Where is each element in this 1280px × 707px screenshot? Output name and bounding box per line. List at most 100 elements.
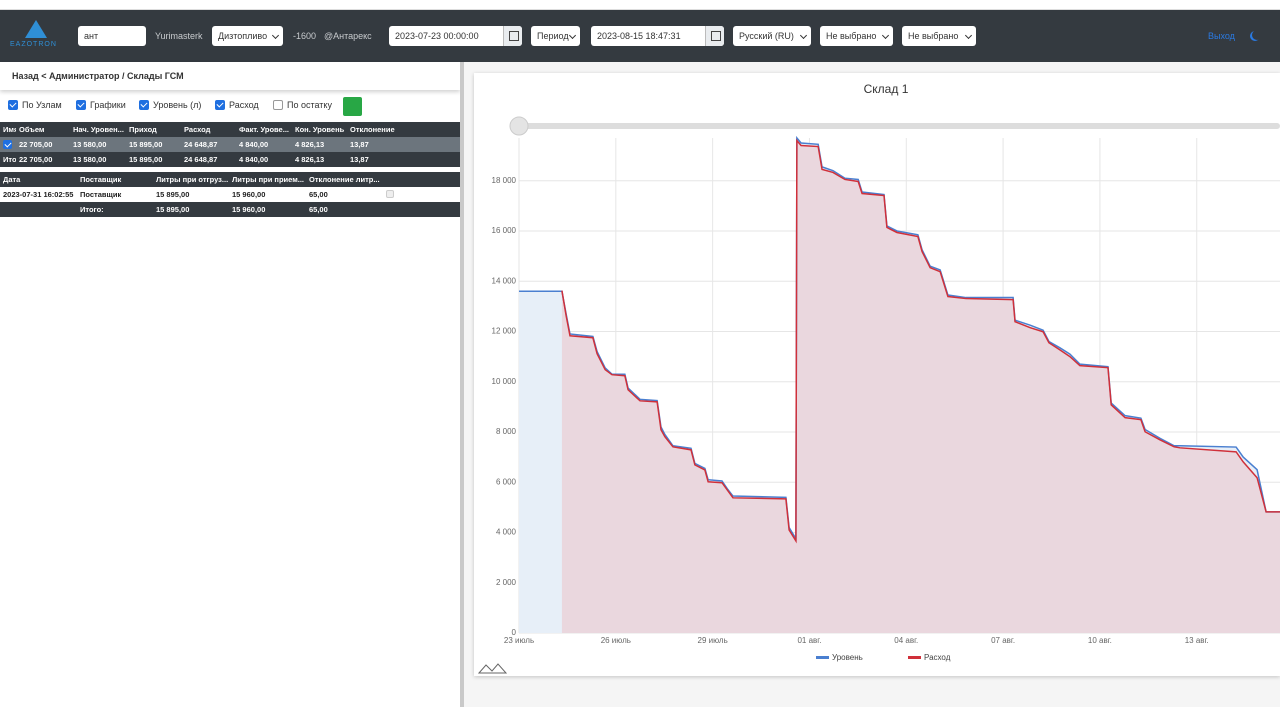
y-tick-label: 12 000 — [492, 327, 517, 336]
cell: 65,00 — [309, 205, 328, 214]
x-tick-label: 13 авг. — [1185, 636, 1209, 645]
date-from[interactable]: 2023-07-23 00:00:00 — [389, 26, 522, 46]
period-button[interactable]: Период — [531, 26, 580, 46]
checkbox[interactable] — [76, 100, 86, 110]
y-tick-label: 6 000 — [496, 477, 517, 486]
zoom-icon[interactable] — [477, 663, 508, 674]
logo-text: EAZOTRON — [10, 41, 57, 48]
y-tick-label: 2 000 — [496, 578, 517, 587]
cell: Имя — [3, 125, 16, 134]
checkbox[interactable] — [215, 100, 225, 110]
checkbox[interactable] — [8, 100, 18, 110]
legend-swatch — [816, 656, 829, 659]
area — [561, 140, 1280, 633]
data-row: 2023-07-31 16:02:55 Поставщик 15 895,00 15 … — [0, 187, 460, 202]
cell: 15 895,00 — [156, 205, 190, 214]
cell: Отклонение — [350, 125, 395, 134]
date-from-text: 2023-07-23 00:00:00 — [395, 31, 479, 41]
filter-label: Графики — [90, 100, 126, 110]
y-tick-label: 4 000 — [496, 528, 517, 537]
company: @Антарекс — [324, 31, 372, 41]
x-tick-label: 10 авг. — [1088, 636, 1112, 645]
x-tick-label: 26 июль — [601, 636, 631, 645]
logout-link[interactable]: Выход — [1208, 31, 1235, 41]
cell: Литры при отгруз... — [156, 175, 229, 184]
theme-toggle[interactable] — [1252, 30, 1262, 40]
cell: Объем — [19, 125, 45, 134]
cell: Кон. Уровень — [295, 125, 345, 134]
cell: 13 580,00 — [73, 155, 107, 164]
x-tick-label: 07 авг. — [991, 636, 1015, 645]
select-a[interactable]: Не выбрано — [820, 26, 893, 46]
breadcrumb[interactable]: Назад < Администратор / Склады ГСМ — [0, 62, 460, 90]
y-tick-label: 18 000 — [492, 176, 517, 185]
x-tick-label: 29 июль — [698, 636, 728, 645]
calendar-button[interactable] — [705, 26, 724, 46]
chart: Склад 1 0 2 000 4 000 6 000 8 000 10 000 12 00… — [477, 82, 1280, 674]
line — [561, 138, 1280, 544]
date-to[interactable]: 2023-08-15 18:47:31 — [591, 26, 724, 46]
cell: 15 895,00 — [129, 155, 163, 164]
filter-label: Расход — [229, 100, 259, 110]
slider-handle[interactable] — [509, 116, 529, 136]
cell: 4 840,00 — [239, 140, 269, 149]
select-b[interactable]: Не выбрано — [902, 26, 976, 46]
cell: Дата — [3, 175, 21, 184]
cell: 15 895,00 — [156, 190, 190, 199]
browser-strip — [0, 0, 1280, 10]
offset: -1600 — [293, 31, 317, 41]
cell: 4 826,13 — [295, 155, 325, 164]
user-name: Yurimasterk — [155, 31, 203, 41]
calendar-button[interactable] — [503, 26, 522, 46]
cell: 2023-07-31 16:02:55 — [3, 190, 74, 199]
cell: Итого: — [3, 155, 16, 164]
left-panel: Назад < Администратор / Склады ГСМ По Уз… — [0, 62, 460, 707]
chart-title: Склад 1 — [864, 82, 909, 96]
cell: 22 705,00 — [19, 140, 53, 149]
cell: 24 648,87 — [184, 140, 218, 149]
x-tick-label: 01 авг. — [797, 636, 821, 645]
row-checkbox[interactable] — [3, 140, 12, 149]
legend-label: Расход — [924, 653, 951, 662]
checkbox[interactable] — [273, 100, 283, 110]
y-tick-label: 8 000 — [496, 427, 517, 436]
cell: 4 826,13 — [295, 140, 325, 149]
fuel-select[interactable]: Дизтопливо — [212, 26, 283, 46]
cell: Факт. Урове... — [239, 125, 289, 134]
cell: 65,00 — [309, 190, 328, 199]
filter-label: По остатку — [287, 100, 332, 110]
cell: Расход — [184, 125, 211, 134]
legend-swatch — [908, 656, 921, 659]
cell: Поставщик — [80, 190, 122, 199]
cell: 4 840,00 — [239, 155, 269, 164]
cell: 13 580,00 — [73, 140, 107, 149]
total-row: Итого: 15 895,00 15 960,00 65,00 — [0, 202, 460, 217]
header-row: ИмяОбъем Нач. Уровен... Приход Расход Факт. … — [0, 122, 460, 137]
cell: Литры при прием... — [232, 175, 305, 184]
range-slider[interactable] — [519, 123, 1280, 129]
chart-card: Склад 1 0 2 000 4 000 6 000 8 000 10 000 12 00… — [474, 73, 1280, 676]
language-select[interactable]: Русский (RU) — [733, 26, 811, 46]
filter-label: Уровень (л) — [153, 100, 202, 110]
apply-button[interactable] — [343, 97, 362, 116]
search-input[interactable]: ант — [78, 26, 146, 46]
cell: 15 895,00 — [129, 140, 163, 149]
cell: 24 648,87 — [184, 155, 218, 164]
logo-icon — [25, 20, 47, 38]
cell: 15 960,00 — [232, 205, 266, 214]
cell: Итого: — [80, 205, 104, 214]
top-bar: EAZOTRON ант Yurimasterk Дизтопливо -160… — [0, 10, 1280, 62]
cell: 13,87 — [350, 140, 369, 149]
checkbox[interactable] — [139, 100, 149, 110]
header-row: Дата Поставщик Литры при отгруз... Литры пр… — [0, 172, 460, 187]
cell: 13,87 — [350, 155, 369, 164]
legend-label: Уровень — [832, 653, 863, 662]
y-tick-label: 14 000 — [492, 276, 517, 285]
cell: Отклонение литр... — [309, 175, 380, 184]
cell: 22 705,00 — [19, 155, 53, 164]
divider — [460, 62, 464, 707]
y-tick-label: 0 — [512, 628, 517, 637]
x-tick-label: 23 июль — [504, 636, 534, 645]
